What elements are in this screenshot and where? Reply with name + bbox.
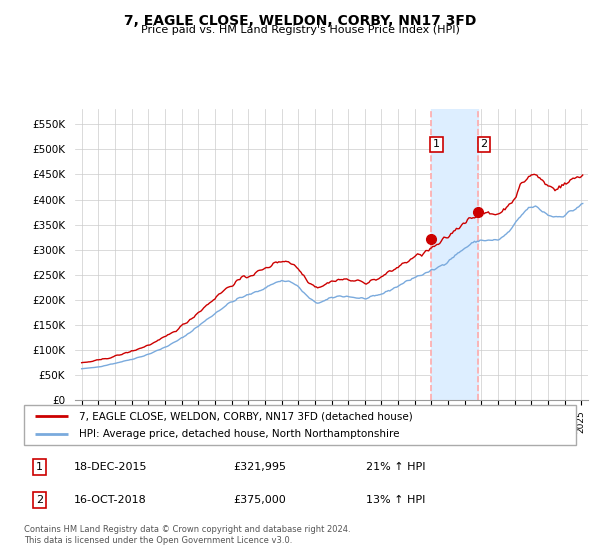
Text: 7, EAGLE CLOSE, WELDON, CORBY, NN17 3FD (detached house): 7, EAGLE CLOSE, WELDON, CORBY, NN17 3FD … xyxy=(79,411,413,421)
Text: 2: 2 xyxy=(36,495,43,505)
Text: 18-DEC-2015: 18-DEC-2015 xyxy=(74,462,147,472)
Text: HPI: Average price, detached house, North Northamptonshire: HPI: Average price, detached house, Nort… xyxy=(79,429,400,439)
Text: 1: 1 xyxy=(433,139,440,150)
Text: 16-OCT-2018: 16-OCT-2018 xyxy=(74,495,146,505)
Text: £321,995: £321,995 xyxy=(234,462,287,472)
Text: 1: 1 xyxy=(36,462,43,472)
Text: Price paid vs. HM Land Registry's House Price Index (HPI): Price paid vs. HM Land Registry's House … xyxy=(140,25,460,35)
Text: Contains HM Land Registry data © Crown copyright and database right 2024.
This d: Contains HM Land Registry data © Crown c… xyxy=(24,525,350,545)
Text: 13% ↑ HPI: 13% ↑ HPI xyxy=(366,495,425,505)
Text: 21% ↑ HPI: 21% ↑ HPI xyxy=(366,462,426,472)
Text: £375,000: £375,000 xyxy=(234,495,287,505)
Text: 7, EAGLE CLOSE, WELDON, CORBY, NN17 3FD: 7, EAGLE CLOSE, WELDON, CORBY, NN17 3FD xyxy=(124,14,476,28)
Bar xyxy=(431,109,478,400)
Text: 2: 2 xyxy=(481,139,488,150)
